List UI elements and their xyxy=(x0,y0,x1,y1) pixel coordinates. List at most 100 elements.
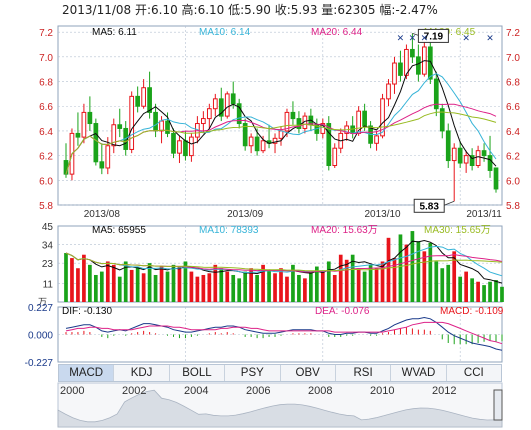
volume-bar xyxy=(279,268,283,302)
vol-ma10-label: MA10: 78393 xyxy=(199,225,259,236)
volume-bar xyxy=(309,271,313,302)
candle-body xyxy=(481,150,487,157)
candle-body xyxy=(350,125,356,134)
candle-body xyxy=(427,46,433,80)
volume-bar xyxy=(213,264,218,302)
candle-body xyxy=(374,135,379,144)
volume-bar xyxy=(82,254,86,302)
volume-bar xyxy=(159,266,164,302)
tab-obv[interactable]: OBV xyxy=(281,365,336,381)
candle-body xyxy=(165,120,170,134)
tab-wvad[interactable]: WVAD xyxy=(391,365,447,381)
volume-bar xyxy=(338,254,343,302)
volume-legend: MA5: 65955 MA10: 78393 MA20: 15.63万 MA30… xyxy=(92,225,491,236)
price-tick-left: 6.2 xyxy=(39,152,53,163)
volume-axis: 11 23 34 45 万 xyxy=(38,222,53,307)
ma30-line xyxy=(65,111,497,175)
volume-bar xyxy=(476,281,480,302)
quote-header: 2013/11/08 开:6.10 高:6.10 低:5.90 收:5.93 量… xyxy=(62,3,438,17)
volume-bar xyxy=(392,258,397,302)
volume-bar xyxy=(117,276,122,302)
vol-ma30-line xyxy=(65,252,503,272)
candle-body xyxy=(416,56,421,75)
candle-body xyxy=(487,155,493,171)
candle-body xyxy=(463,155,469,164)
candle-body xyxy=(445,130,451,162)
volume-bar xyxy=(362,271,367,302)
volume-bar xyxy=(249,268,253,302)
volume-bar xyxy=(123,261,128,302)
volume-bar xyxy=(189,271,194,302)
candle-body xyxy=(242,123,248,147)
candle-body xyxy=(254,136,260,152)
date-tick: 2013/11 xyxy=(466,209,502,220)
dea-label: DEA: -0.076 xyxy=(315,306,370,317)
ma5-label: MA5: 6.11 xyxy=(92,27,137,38)
candle-body xyxy=(159,120,164,132)
volume-bar xyxy=(440,268,445,302)
candle-body xyxy=(230,93,236,105)
price-annotations: 7.19 5.83 ✕ ✕ ✕ ✕ ✕ xyxy=(397,28,494,213)
overview-area xyxy=(57,389,503,428)
candle-body xyxy=(272,137,278,144)
volume-bar xyxy=(380,261,385,302)
tab-cci[interactable]: CCI xyxy=(463,367,484,379)
volume-bar xyxy=(410,231,415,302)
ma10-label: MA10: 6.14 xyxy=(199,27,251,38)
price-border xyxy=(57,25,503,206)
candle-body xyxy=(469,155,475,166)
candle-body xyxy=(99,161,105,169)
volume-bar xyxy=(314,266,319,302)
indicator-tabs: MACD KDJ BOLL PSY OBV RSI WVAD CCI xyxy=(58,364,502,382)
volume-bar xyxy=(326,261,331,302)
volume-averages xyxy=(65,239,503,284)
candle-body xyxy=(93,123,99,163)
volume-bar xyxy=(404,244,409,302)
candle-body xyxy=(183,140,188,157)
volume-bar xyxy=(488,281,492,302)
tab-boll[interactable]: BOLL xyxy=(170,365,226,381)
candle-body xyxy=(206,108,212,120)
volume-bar xyxy=(70,258,74,302)
overview-year: 2002 xyxy=(122,385,147,397)
tab-rsi[interactable]: RSI xyxy=(336,365,392,381)
candle-body xyxy=(129,95,135,150)
candle-body xyxy=(433,78,439,110)
candle-body xyxy=(392,62,397,85)
volume-bar xyxy=(111,264,116,302)
volume-bar xyxy=(255,274,259,302)
volume-bar xyxy=(135,266,140,302)
price-tick-left: 7.0 xyxy=(39,53,53,64)
macd-value-label: MACD: -0.109 xyxy=(440,306,504,317)
candle-body xyxy=(326,123,332,166)
volume-bar xyxy=(386,237,391,302)
volume-bar xyxy=(422,251,427,302)
volume-bar xyxy=(183,261,188,302)
candle-body xyxy=(218,98,224,117)
price-tick-right: 7.0 xyxy=(506,53,520,64)
volume-bar xyxy=(231,274,236,302)
volume-bar xyxy=(458,276,463,302)
volume-bar xyxy=(464,271,469,302)
tab-kdj[interactable]: KDJ xyxy=(114,365,170,381)
peak-marker: ✕ xyxy=(486,33,494,43)
volume-bar xyxy=(267,269,271,302)
volume-bar xyxy=(428,242,433,302)
volume-bar xyxy=(141,273,146,302)
overview-year: 2006 xyxy=(246,385,271,397)
price-tick-right: 7.2 xyxy=(506,28,520,39)
candle-body xyxy=(224,93,230,117)
volume-bar xyxy=(332,274,337,302)
vol-ma30-label: MA30: 15.65万 xyxy=(424,225,491,236)
candle-body xyxy=(141,87,146,107)
volume-bar xyxy=(171,264,176,302)
ma5-line xyxy=(65,60,497,175)
tab-macd[interactable]: MACD xyxy=(59,365,115,381)
tab-psy[interactable]: PSY xyxy=(225,365,281,381)
volume-bar xyxy=(76,268,80,302)
timeline-overview[interactable] xyxy=(57,382,503,428)
volume-bar xyxy=(99,271,104,302)
volume-bar xyxy=(470,278,474,302)
volume-unit: 万 xyxy=(38,297,47,307)
annotation-value: 5.83 xyxy=(419,201,439,212)
